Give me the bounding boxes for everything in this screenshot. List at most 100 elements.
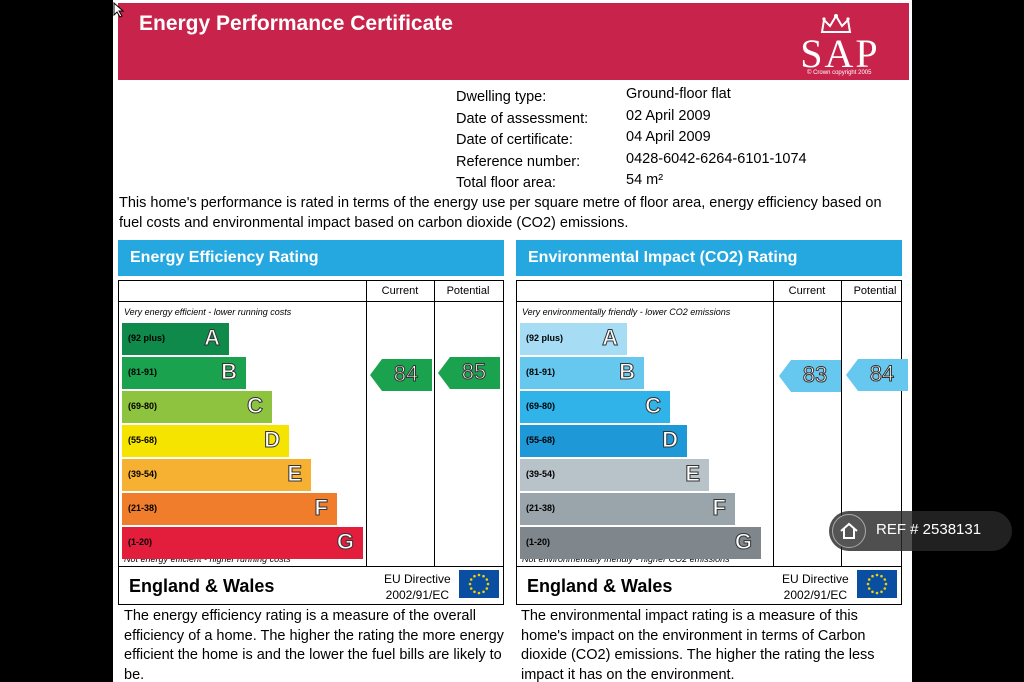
top-note: Very energy efficient - lower running co… [124, 307, 292, 317]
rating-band-b: (81-91) B [122, 357, 246, 389]
home-icon [832, 514, 866, 548]
rating-grid: Current Potential Very energy efficient … [118, 280, 504, 567]
bottom-note: Not energy efficient - higher running co… [124, 554, 291, 564]
band-letter: C [247, 393, 264, 419]
sap-logo-copyright: © Crown copyright 2005 [807, 70, 872, 76]
eu-star [486, 582, 490, 586]
certificate-page: Energy Performance Certificate SAP © Cro… [113, 0, 912, 682]
band-range: (92 plus) [526, 333, 564, 343]
rating-band-d: (55-68) D [122, 425, 289, 457]
environmental-impact-panel: Environmental Impact (CO2) Rating Curren… [516, 240, 908, 607]
region-label: England & Wales [129, 576, 275, 596]
eu-star [469, 578, 473, 581]
eu-star [485, 587, 489, 590]
energy-efficiency-panel: Energy Efficiency Rating Current Potenti… [118, 240, 504, 607]
rating-grid: Current Potential Very environmentally f… [516, 280, 908, 567]
band-letter: G [734, 529, 752, 555]
potential-column [434, 281, 503, 566]
eu-star [884, 582, 888, 586]
intro-text: This home's performance is rated in term… [119, 195, 882, 231]
rating-band-a: (92 plus) A [520, 323, 627, 355]
band-range: (39-54) [526, 469, 556, 479]
info-label: Date of assessment: [456, 110, 589, 127]
eu-star [883, 578, 887, 581]
eu-directive-label: EU Directive [782, 572, 849, 586]
band-range: (69-80) [128, 401, 158, 411]
current-rating-arrow: 83 [779, 360, 841, 392]
panel-footer: England & Wales EU Directive 2002/91/EC [118, 567, 504, 605]
rating-band-e: (39-54) E [122, 459, 311, 491]
current-column [773, 281, 842, 566]
potential-rating-arrow: 85 [438, 357, 500, 389]
eu-star [469, 587, 473, 590]
eu-directive-code: 2002/91/EC [783, 588, 848, 602]
eu-star [875, 573, 879, 577]
current-column [366, 281, 435, 566]
eu-star [880, 574, 883, 578]
eu-star [482, 574, 485, 578]
band-range: (39-54) [128, 469, 158, 479]
arrow-shape [370, 359, 432, 391]
arrow-shape [846, 359, 908, 391]
band-letter: C [645, 393, 662, 419]
certificate-header: Energy Performance Certificate SAP © Cro… [118, 3, 909, 80]
band-letter: A [204, 325, 221, 351]
info-value: 0428-6042-6264-6101-1074 [626, 150, 807, 167]
band-range: (1-20) [128, 537, 153, 547]
bottom-note: Not environmentally friendly - higher CO… [522, 554, 730, 564]
info-row: Date of certificate: 04 April 2009 [456, 129, 912, 151]
rating-band-c: (69-80) C [520, 391, 670, 423]
rating-band-e: (39-54) E [520, 459, 709, 491]
rating-band-f: (21-38) F [520, 493, 735, 525]
top-note: Very environmentally friendly - lower CO… [522, 307, 731, 317]
band-letter: F [314, 495, 328, 521]
eu-directive: EU Directive 2002/91/EC [782, 571, 849, 603]
rating-band-f: (21-38) F [122, 493, 337, 525]
info-value: 54 m² [626, 172, 664, 188]
bands-column [119, 281, 367, 566]
eu-star [871, 590, 874, 594]
info-row: Date of assessment: 02 April 2009 [456, 108, 912, 130]
current-header: Current [788, 285, 826, 297]
band-range: (55-68) [128, 435, 158, 445]
info-label: Reference number: [456, 153, 581, 170]
eu-star [485, 578, 489, 581]
dwelling-info: Dwelling type: Ground-floor flat Date of … [456, 86, 912, 194]
band-range: (21-38) [526, 503, 556, 513]
certificate-title: Energy Performance Certificate [139, 12, 453, 35]
energy-description: The energy efficiency rating is a measur… [124, 608, 504, 682]
band-range: (21-38) [128, 503, 158, 513]
eu-star [867, 578, 871, 581]
header-divider [517, 301, 901, 302]
environment-description: The environmental impact rating is a mea… [521, 608, 875, 682]
eu-star [482, 590, 485, 594]
arrow-shape [779, 360, 841, 392]
band-letter: B [619, 359, 636, 385]
ref-badge[interactable]: REF # 2538131 [829, 511, 1012, 551]
band-letter: G [336, 529, 354, 555]
sap-logo-letters: SAP [800, 31, 880, 76]
band-range: (81-91) [526, 367, 556, 377]
panel-title: Energy Efficiency Rating [118, 240, 504, 276]
info-value: Ground-floor flat [626, 86, 731, 102]
band-range: (1-20) [526, 537, 551, 547]
band-letter: F [712, 495, 726, 521]
info-value: 02 April 2009 [626, 107, 711, 124]
rating-band-d: (55-68) D [520, 425, 687, 457]
band-letter: E [685, 461, 701, 487]
eu-star [477, 591, 481, 595]
info-label: Total floor area: [456, 175, 556, 191]
eu-star [867, 587, 871, 590]
eu-directive-code: 2002/91/EC [385, 588, 450, 602]
potential-header: Potential [446, 285, 490, 297]
info-label: Dwelling type: [456, 89, 547, 105]
band-letter: E [287, 461, 303, 487]
band-letter: B [221, 359, 238, 385]
header-divider [119, 301, 503, 302]
crown-icon [820, 14, 852, 33]
panel-title: Environmental Impact (CO2) Rating [516, 240, 902, 276]
potential-rating-value: 85 [461, 359, 487, 385]
eu-star [468, 582, 472, 586]
eu-star [477, 573, 481, 577]
panel-footer: England & Wales EU Directive 2002/91/EC [516, 567, 902, 605]
